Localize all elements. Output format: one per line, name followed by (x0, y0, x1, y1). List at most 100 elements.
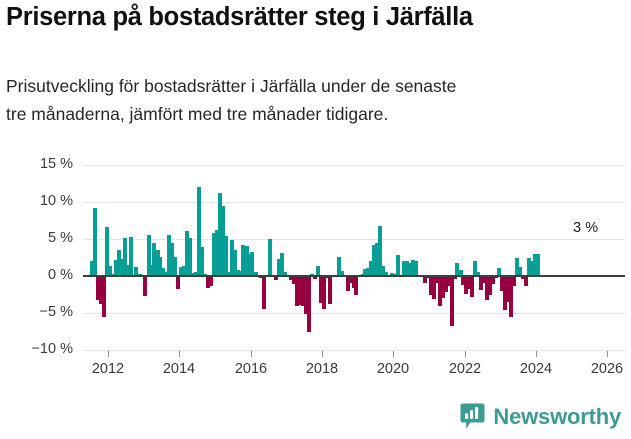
chart-bar (176, 276, 181, 290)
chart-bar (345, 276, 350, 291)
chart-bar (202, 273, 207, 276)
chart-bar (283, 271, 288, 276)
y-axis-tick-label: −10 % (31, 341, 73, 357)
brand-name: Newsworthy (493, 403, 621, 429)
gridline (83, 239, 625, 240)
chart-bar (360, 273, 365, 276)
chart-bar (185, 230, 190, 276)
chart-bar (336, 256, 341, 276)
chart-bar (526, 257, 531, 276)
chart-bar (191, 273, 196, 276)
chart-bar (241, 244, 246, 276)
chart-bar (143, 276, 148, 296)
chart-bar (187, 238, 192, 276)
chart-bar (298, 276, 303, 305)
y-axis-tick-label: 5 % (48, 230, 73, 246)
chart-bar (494, 276, 499, 279)
chart-bar (414, 261, 419, 276)
chart-bar (473, 261, 478, 276)
chart-bar (312, 276, 317, 279)
chart-bar (351, 276, 356, 288)
gridline (83, 165, 625, 166)
chart-bar (294, 276, 299, 306)
chart-bar (499, 276, 504, 291)
gridline (83, 313, 625, 314)
chart-bar (179, 267, 184, 276)
chart-bar (327, 276, 332, 305)
chart-bar (119, 258, 124, 276)
chart-bar (277, 258, 282, 276)
chart-bar (268, 239, 273, 276)
x-axis-tick-mark (251, 351, 252, 357)
chart-bar (354, 276, 359, 295)
chart-bar (321, 276, 326, 310)
x-axis-tick-mark (322, 351, 323, 357)
chart-bar (503, 276, 508, 311)
chart-bar (158, 256, 163, 276)
zero-axis-line (83, 275, 625, 277)
y-axis-tick-label: 10 % (39, 193, 73, 209)
chart-bar (113, 259, 118, 276)
chart-bar (289, 276, 294, 280)
chart-bar (428, 276, 433, 296)
chart-bar (110, 273, 115, 276)
chart-bar (508, 276, 513, 318)
chart-bar (431, 276, 436, 299)
x-axis-tick-mark (465, 351, 466, 357)
chart-bar (250, 252, 255, 276)
y-axis-tick-label: −5 % (39, 304, 73, 320)
chart-bar (401, 261, 406, 276)
chart-bar (238, 270, 243, 276)
chart-bar (280, 253, 285, 276)
chart-bar (253, 272, 258, 276)
chart-bar (339, 270, 344, 276)
chart-bar (512, 276, 517, 286)
y-axis-tick-label: 0 % (48, 267, 73, 283)
chart-bar (217, 193, 222, 276)
chart-bar (232, 250, 237, 276)
chart-bar (164, 271, 169, 276)
chart-bar (384, 272, 389, 276)
x-axis-tick-mark (607, 351, 608, 357)
newsworthy-logo: Newsworthy (460, 403, 621, 430)
chart-bar (517, 267, 522, 276)
chart-bar (443, 276, 448, 293)
chart-bar (122, 238, 127, 276)
chart-bar (318, 276, 323, 303)
chart-bar (301, 276, 305, 307)
chart-bar (196, 187, 201, 276)
chart-bar (488, 276, 493, 296)
x-axis-tick-mark (393, 351, 394, 357)
chart-bar (407, 262, 412, 276)
y-axis-tick-label: 15 % (39, 156, 73, 172)
chart-bar (107, 266, 112, 276)
chart-bar (259, 276, 264, 279)
chart-bar (134, 267, 139, 276)
x-axis-tick-label: 2016 (234, 361, 268, 377)
chart-bar (422, 276, 427, 284)
chart-bar (390, 273, 395, 276)
chart-bar (247, 253, 252, 276)
x-axis-tick-label: 2026 (590, 361, 624, 377)
chart-bar (125, 264, 130, 276)
chart-bar (303, 276, 308, 314)
chart-bar (467, 276, 472, 290)
chart-bar (514, 258, 519, 276)
chart-bar (220, 206, 225, 276)
chart-bar (410, 260, 415, 276)
chart-bar (226, 271, 231, 276)
chart-bar (262, 276, 267, 310)
chart-bar (523, 276, 528, 287)
chart-bar (315, 265, 320, 276)
chart-bar (182, 265, 187, 276)
chart-bar (363, 269, 368, 276)
chart-bar (425, 276, 430, 279)
chart-bar (381, 266, 386, 276)
chart-bar (307, 276, 312, 332)
chart-bar (372, 244, 377, 276)
chart-bar (152, 242, 157, 276)
chart-bar (211, 233, 216, 276)
chart-bar (137, 273, 142, 276)
chart-bar (479, 276, 484, 291)
